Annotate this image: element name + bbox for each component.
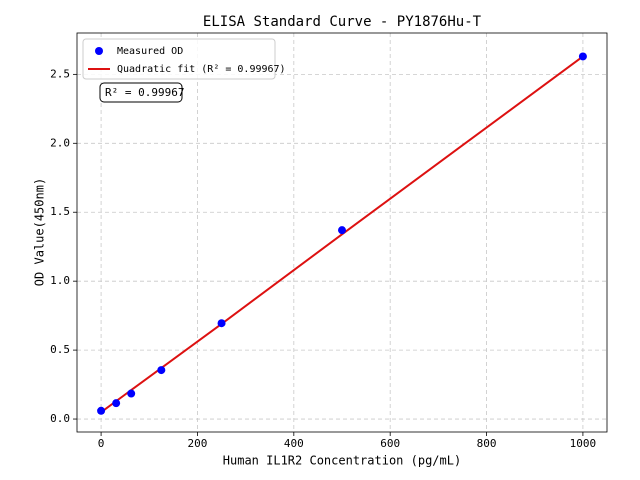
y-tick-label: 1.5 xyxy=(50,205,70,218)
fit-line xyxy=(100,55,584,413)
legend-box xyxy=(82,38,276,80)
annotation: R² = 0.99967 xyxy=(105,86,184,99)
legend-label: Measured OD xyxy=(117,46,183,57)
x-axis-label: Human IL1R2 Concentration (pg/mL) xyxy=(223,454,461,468)
x-tick-label: 200 xyxy=(188,437,208,450)
y-tick-label: 2.0 xyxy=(50,136,70,149)
data-point xyxy=(157,366,166,375)
x-tick-label: 0 xyxy=(98,437,105,450)
legend-marker xyxy=(95,47,103,55)
data-point xyxy=(338,226,346,235)
data-point xyxy=(217,319,226,328)
y-tick-label: 0.5 xyxy=(50,343,70,356)
data-point xyxy=(97,406,106,415)
data-point xyxy=(578,52,587,61)
x-tick-label: 800 xyxy=(477,437,497,450)
annotation-box xyxy=(99,82,183,103)
plot-frame xyxy=(76,32,608,433)
x-tick-label: 400 xyxy=(284,437,304,450)
data-point xyxy=(112,399,121,408)
legend-label: Quadratic fit (R² = 0.99967) xyxy=(117,64,286,75)
x-tick-label: 600 xyxy=(380,437,400,450)
chart-title: ELISA Standard Curve - PY1876Hu-T xyxy=(203,14,482,30)
y-tick-label: 0.0 xyxy=(50,412,70,425)
y-axis-label: OD Value(450nm) xyxy=(33,178,47,286)
x-tick-label: 1000 xyxy=(570,437,597,450)
y-tick-label: 2.5 xyxy=(50,67,70,80)
data-point xyxy=(127,389,136,398)
y-tick-label: 1.0 xyxy=(50,274,70,287)
